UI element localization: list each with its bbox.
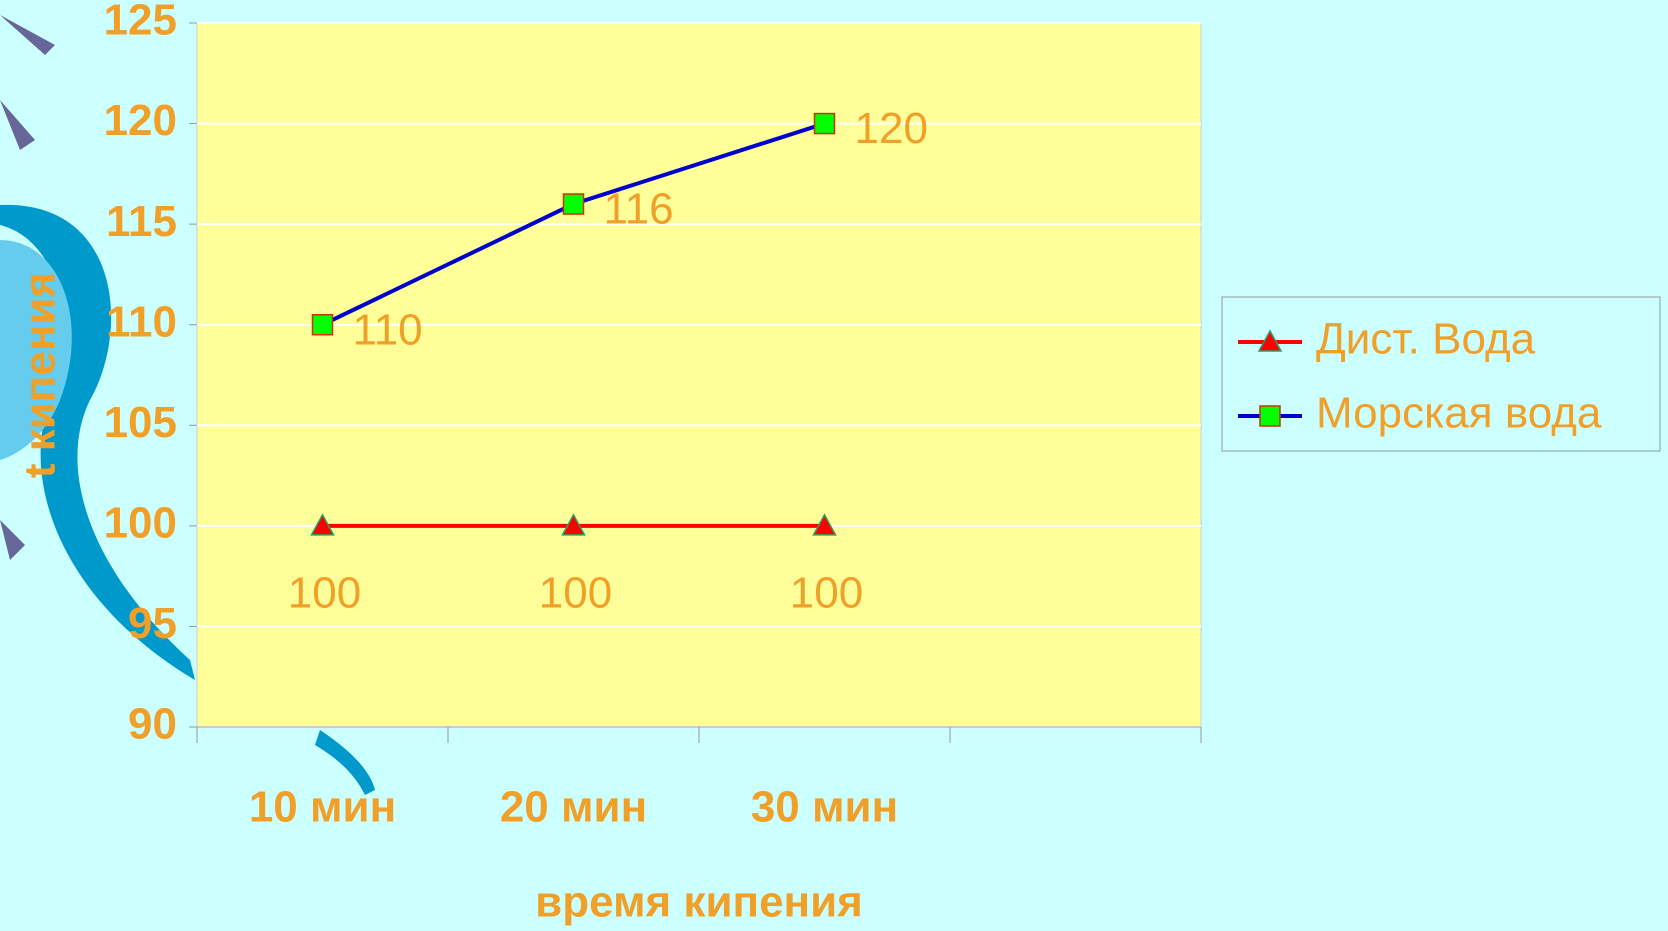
y-tick-label: 100 xyxy=(104,498,177,547)
y-tick-label: 115 xyxy=(106,197,177,246)
y-tick-label: 90 xyxy=(128,700,177,749)
x-tick-label: 20 мин xyxy=(500,783,647,832)
marker xyxy=(562,193,585,215)
legend-marker xyxy=(1259,405,1281,427)
y-tick-label: 105 xyxy=(104,398,177,447)
data-label: 116 xyxy=(604,185,674,234)
y-tick-label: 125 xyxy=(104,0,177,45)
legend-marker xyxy=(1257,329,1283,352)
decoration xyxy=(0,15,375,795)
data-label: 100 xyxy=(288,568,361,617)
marker xyxy=(813,112,836,135)
marker xyxy=(310,513,335,536)
data-label: 100 xyxy=(790,568,863,617)
data-label: 110 xyxy=(353,305,423,354)
x-tick-label: 30 мин xyxy=(751,783,898,832)
data-label: 120 xyxy=(855,104,928,153)
y-tick-label: 110 xyxy=(106,297,177,346)
y-tick-label: 95 xyxy=(128,599,177,648)
marker xyxy=(561,513,586,536)
legend-label: Морская вода xyxy=(1316,389,1602,438)
plot-area xyxy=(196,22,1202,728)
legend-label: Дист. Вода xyxy=(1316,315,1536,364)
y-axis-label: t кипения xyxy=(16,272,65,478)
marker xyxy=(311,313,334,336)
x-tick-label: 10 мин xyxy=(249,783,396,832)
data-label: 100 xyxy=(539,568,612,617)
marker xyxy=(812,513,837,536)
y-tick-label: 120 xyxy=(104,96,177,145)
x-axis-label: время кипения xyxy=(535,878,863,927)
legend xyxy=(1221,296,1661,452)
